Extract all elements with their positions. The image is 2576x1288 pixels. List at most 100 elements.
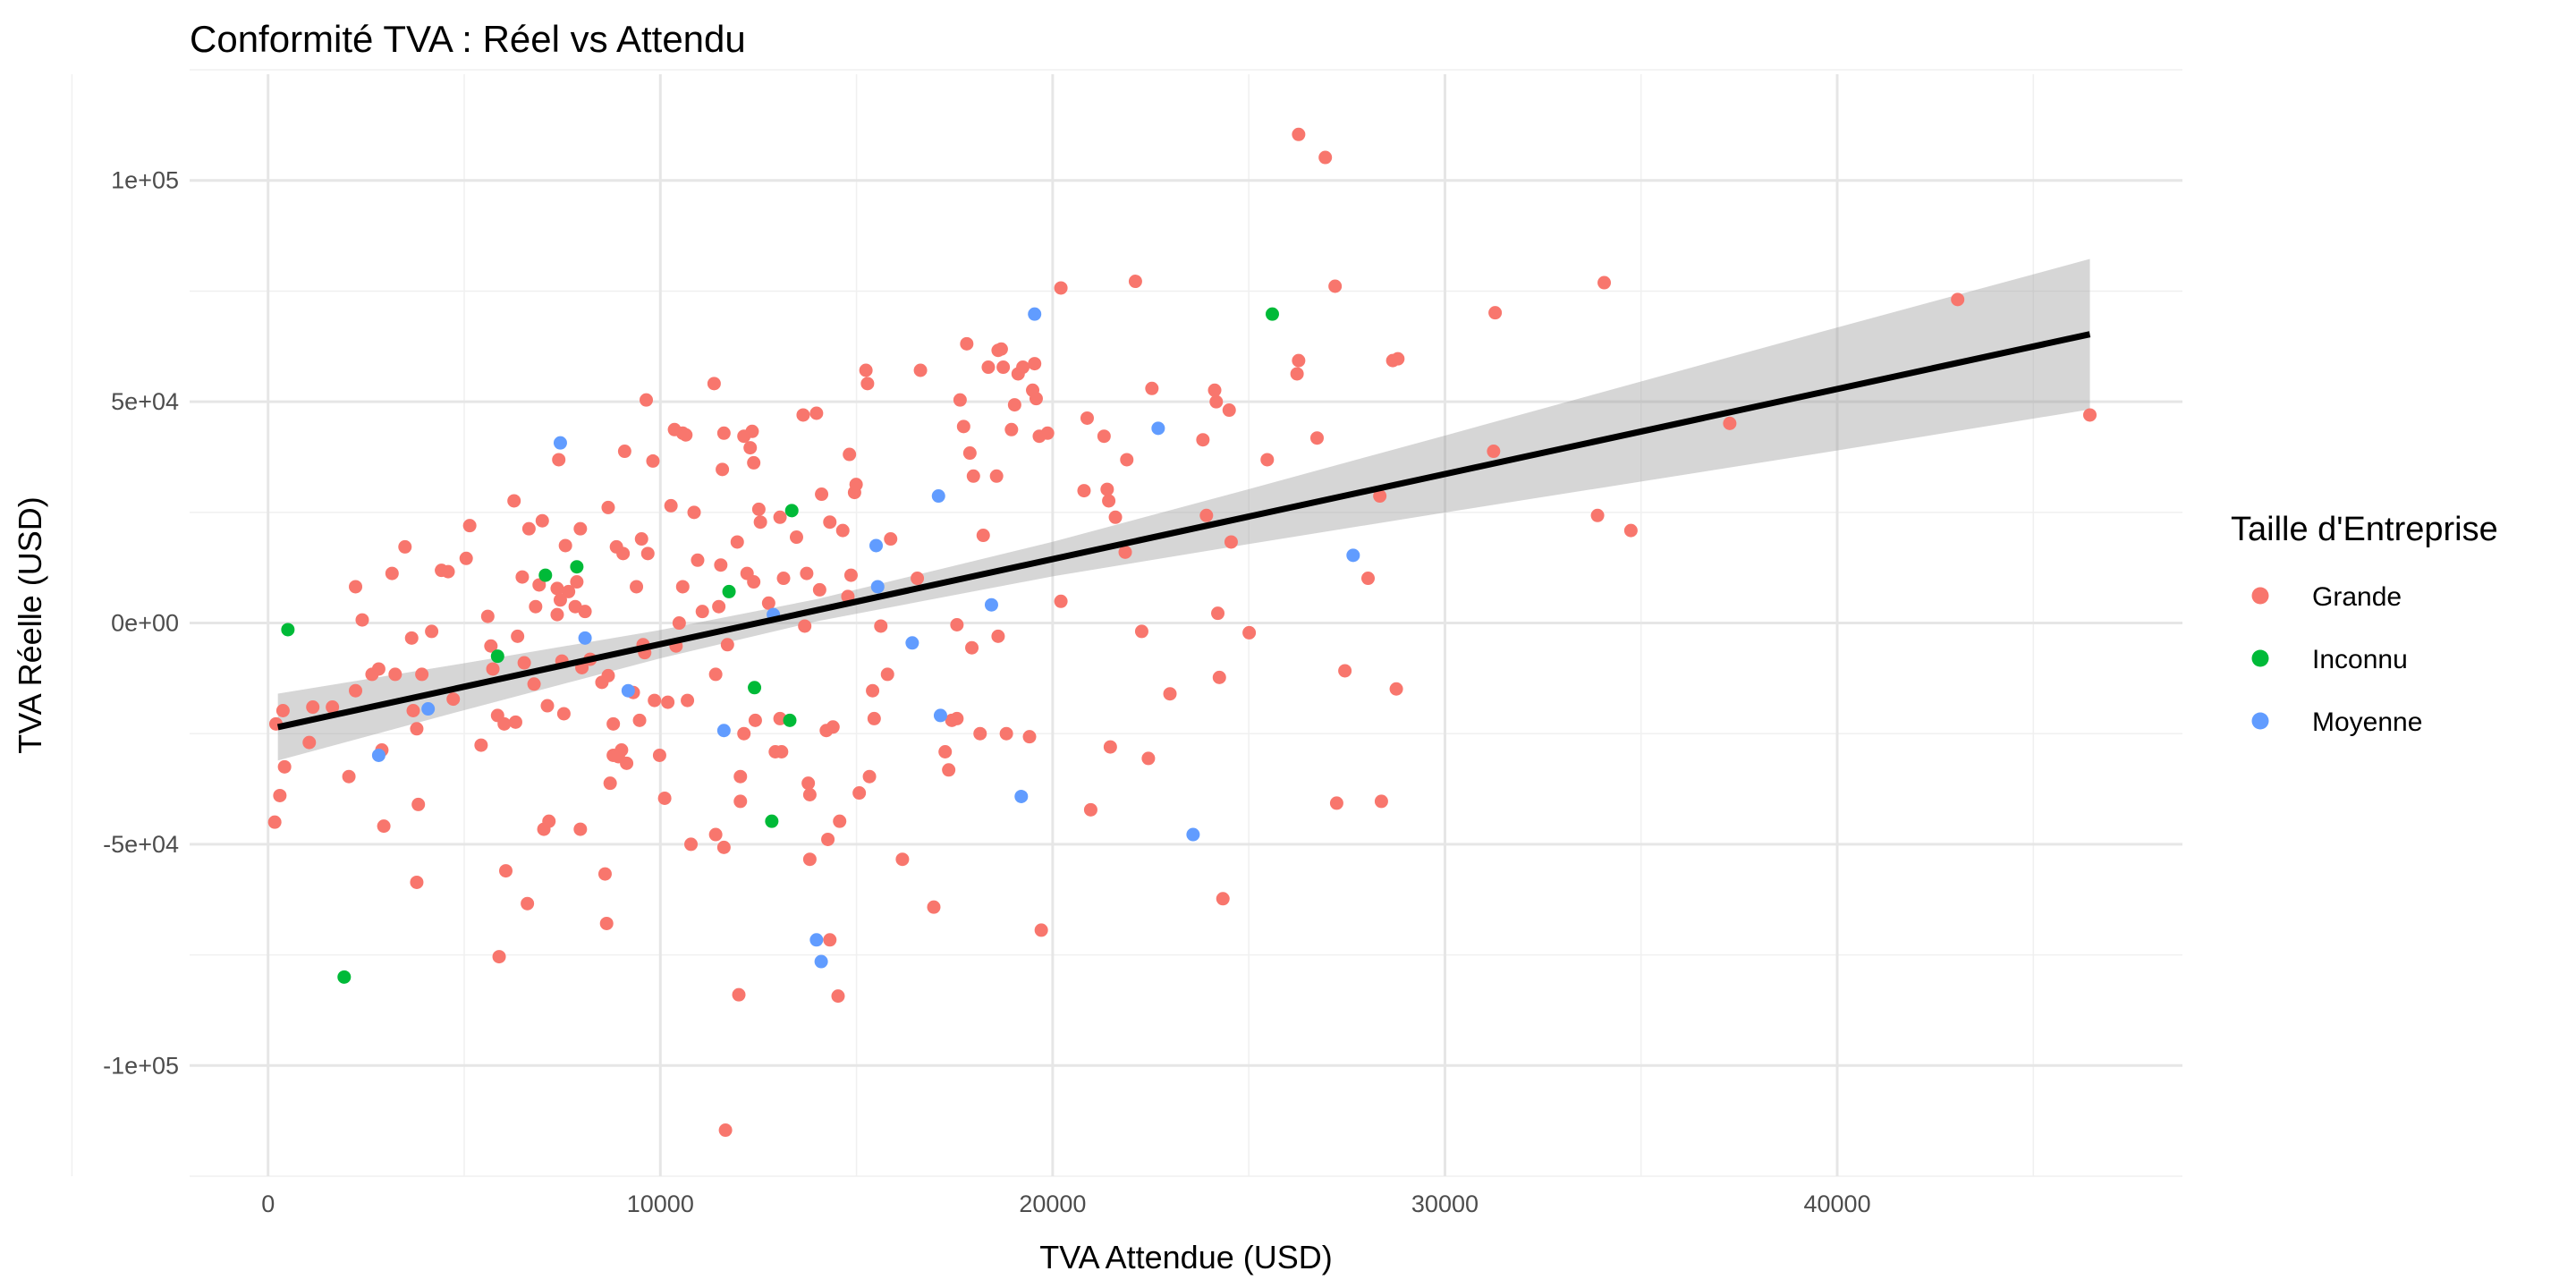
point-grande: [753, 515, 767, 530]
point-grande: [1290, 367, 1304, 381]
point-grande: [1391, 352, 1405, 366]
point-grande: [1211, 606, 1225, 621]
point-grande: [1373, 489, 1387, 504]
point-grande: [599, 916, 614, 930]
point-grande: [556, 707, 571, 721]
y-tick-label: 1e+05: [111, 167, 179, 194]
point-grande: [1120, 453, 1134, 467]
chart-title: Conformité TVA : Réel vs Attendu: [190, 18, 746, 60]
point-grande: [620, 756, 634, 770]
point-grande: [388, 667, 402, 682]
point-grande: [527, 677, 541, 691]
point-grande: [459, 551, 473, 565]
point-grande: [1338, 664, 1352, 678]
point-grande: [1488, 306, 1503, 320]
point-grande: [486, 662, 500, 676]
point-grande: [630, 580, 644, 594]
point-moyenne: [905, 636, 919, 650]
point-grande: [1034, 923, 1048, 937]
point-grande: [1623, 523, 1638, 538]
point-grande: [962, 446, 977, 461]
point-grande: [532, 578, 547, 592]
point-inconnu: [1265, 307, 1279, 321]
point-grande: [634, 532, 648, 547]
point-grande: [425, 624, 439, 639]
confidence-band-area: [277, 258, 2090, 761]
point-grande: [497, 716, 512, 731]
point-grande: [1022, 730, 1037, 744]
point-grande: [552, 453, 566, 467]
point-grande: [1016, 360, 1030, 375]
point-grande: [508, 715, 522, 729]
point-grande: [895, 852, 910, 867]
point-grande: [684, 837, 699, 852]
y-tick-label: 0e+00: [111, 610, 179, 637]
point-grande: [747, 575, 761, 589]
point-moyenne: [809, 933, 824, 947]
point-grande: [603, 776, 617, 791]
point-grande: [1028, 357, 1042, 371]
point-grande: [302, 735, 317, 750]
confidence-band: [277, 258, 2090, 761]
point-inconnu: [722, 584, 736, 598]
point-moyenne: [716, 724, 731, 738]
point-grande: [867, 711, 881, 725]
point-grande: [733, 794, 748, 809]
point-grande: [745, 424, 759, 438]
point-grande: [410, 722, 424, 736]
point-grande: [646, 453, 660, 468]
point-grande: [511, 629, 525, 643]
point-grande: [474, 738, 488, 752]
axes: 0 10000 20000 30000 40000 -1e+05 -5e+04 0e+00 5e…: [103, 167, 1870, 1217]
point-grande: [385, 566, 399, 580]
point-grande: [809, 406, 824, 420]
point-grande: [965, 640, 979, 655]
point-grande: [484, 639, 498, 653]
point-moyenne: [1151, 421, 1165, 436]
point-grande: [1141, 751, 1156, 766]
point-inconnu: [783, 713, 797, 727]
point-grande: [823, 933, 837, 947]
point-grande: [277, 759, 292, 774]
point-grande: [1374, 794, 1388, 809]
point-grande: [751, 502, 766, 516]
point-grande: [640, 393, 654, 407]
point-grande: [415, 667, 429, 682]
point-grande: [570, 575, 584, 589]
point-grande: [355, 613, 369, 627]
point-grande: [798, 619, 812, 633]
point-grande: [691, 553, 705, 567]
point-grande: [492, 950, 506, 964]
point-inconnu: [570, 560, 584, 574]
point-grande: [1260, 453, 1275, 467]
x-tick-label: 20000: [1019, 1191, 1086, 1217]
point-grande: [815, 487, 829, 502]
x-tick-label: 30000: [1411, 1191, 1479, 1217]
point-grande: [1318, 150, 1333, 165]
data-points: [267, 127, 2097, 1138]
point-grande: [1292, 353, 1306, 368]
point-grande: [981, 360, 996, 375]
point-grande: [714, 558, 728, 572]
point-grande: [761, 596, 775, 610]
point-grande: [994, 342, 1008, 356]
point-grande: [1328, 279, 1343, 293]
point-grande: [679, 428, 693, 442]
point-grande: [2082, 408, 2097, 422]
point-grande: [776, 572, 791, 586]
point-grande: [859, 363, 873, 377]
point-grande: [462, 519, 477, 533]
point-grande: [860, 377, 875, 391]
point-grande: [1134, 624, 1148, 639]
point-grande: [966, 469, 980, 483]
x-axis-label: TVA Attendue (USD): [1039, 1239, 1332, 1275]
point-grande: [371, 662, 386, 676]
point-moyenne: [578, 631, 592, 645]
point-grande: [1083, 802, 1097, 817]
point-inconnu: [538, 568, 553, 582]
point-grande: [802, 852, 817, 867]
point-grande: [498, 864, 513, 878]
point-grande: [849, 478, 863, 492]
point-grande: [1007, 398, 1021, 412]
